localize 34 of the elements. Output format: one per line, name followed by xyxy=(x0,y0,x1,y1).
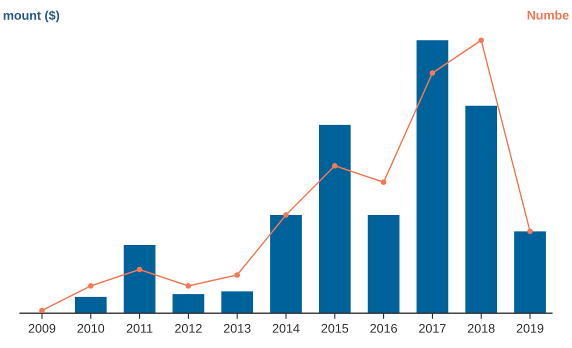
point xyxy=(283,212,289,218)
bar xyxy=(74,296,107,314)
point xyxy=(430,70,436,76)
point xyxy=(136,266,142,272)
bar xyxy=(368,214,400,314)
y2-axis-title: Numbe xyxy=(528,10,569,20)
bar xyxy=(416,40,448,314)
x-tick-label: 2010 xyxy=(78,324,104,333)
point xyxy=(380,179,386,185)
point xyxy=(39,308,45,314)
bar xyxy=(270,214,302,314)
point xyxy=(527,228,533,234)
y-axis-title: mount ($) xyxy=(4,10,60,22)
x-tick-label: 2009 xyxy=(28,324,56,333)
bar xyxy=(514,231,546,314)
bar xyxy=(124,244,156,314)
bar xyxy=(318,124,351,314)
bar xyxy=(221,291,254,314)
x-tick-label: 2015 xyxy=(322,324,348,333)
point xyxy=(186,283,192,289)
point xyxy=(478,37,484,44)
x-tick-label: 2016 xyxy=(370,324,397,333)
x-tick-label: 2012 xyxy=(175,324,202,333)
point xyxy=(234,272,240,278)
x-tick-label: 2019 xyxy=(516,324,544,333)
point xyxy=(88,283,94,289)
x-tick-label: 2014 xyxy=(272,324,300,333)
bar xyxy=(172,294,204,314)
x-tick-label: 2018 xyxy=(468,324,495,333)
x-tick-label: 2017 xyxy=(419,324,446,333)
x-tick-label: 2011 xyxy=(126,324,152,333)
point xyxy=(332,163,338,169)
bar xyxy=(465,106,498,314)
x-tick-label: 2013 xyxy=(224,324,251,333)
